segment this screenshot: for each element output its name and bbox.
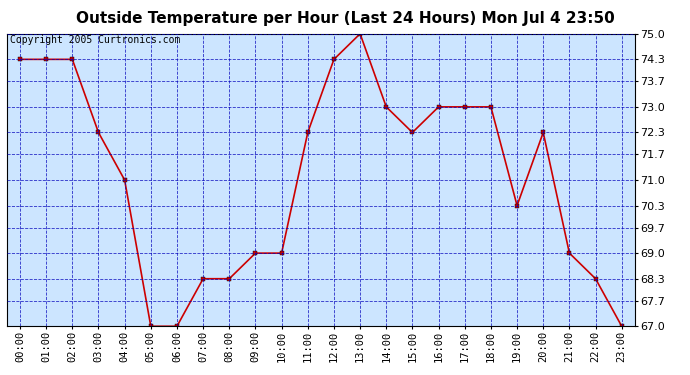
Text: Outside Temperature per Hour (Last 24 Hours) Mon Jul 4 23:50: Outside Temperature per Hour (Last 24 Ho… <box>76 11 614 26</box>
Text: Copyright 2005 Curtronics.com: Copyright 2005 Curtronics.com <box>10 35 180 45</box>
